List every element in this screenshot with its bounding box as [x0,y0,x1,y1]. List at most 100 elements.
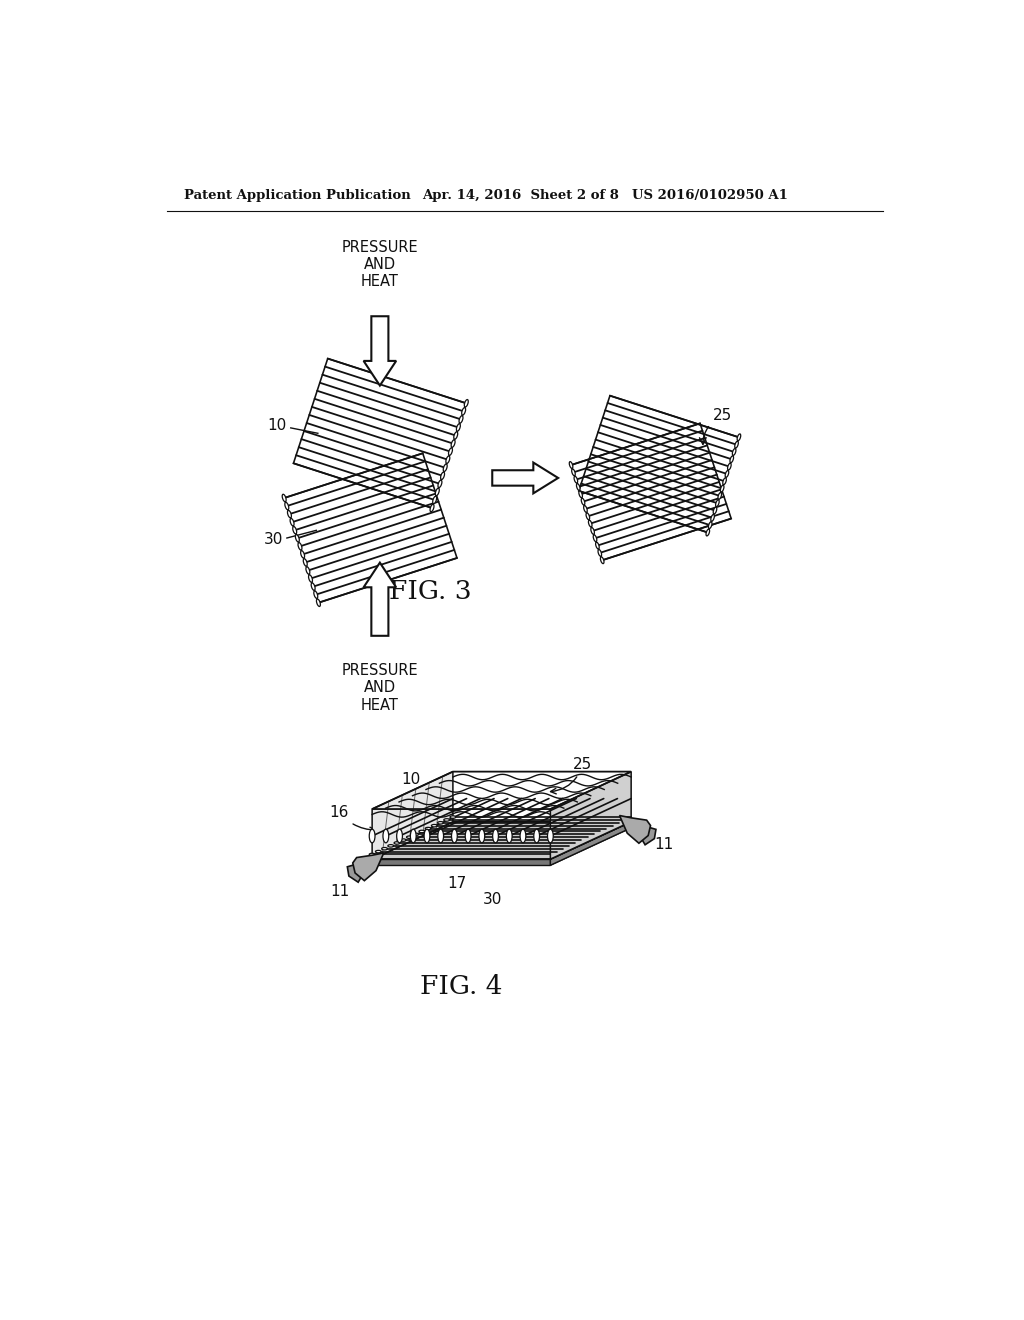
Text: 25: 25 [699,408,732,445]
Text: 30: 30 [482,891,502,907]
Ellipse shape [582,498,585,506]
Ellipse shape [593,535,597,541]
Ellipse shape [706,529,710,536]
Ellipse shape [419,830,425,833]
Text: 30: 30 [263,532,283,546]
Ellipse shape [407,836,413,838]
Ellipse shape [520,829,526,842]
Ellipse shape [445,455,450,463]
Ellipse shape [285,503,289,510]
Ellipse shape [711,515,715,521]
Ellipse shape [465,829,471,842]
Ellipse shape [721,486,724,492]
Ellipse shape [443,465,447,471]
Ellipse shape [400,840,407,841]
Ellipse shape [303,558,307,566]
Polygon shape [550,772,631,859]
Ellipse shape [735,441,738,447]
Ellipse shape [571,469,575,475]
Text: 10: 10 [267,418,287,433]
Ellipse shape [370,853,375,855]
Ellipse shape [430,504,434,512]
Ellipse shape [584,506,587,512]
Ellipse shape [589,520,592,527]
Polygon shape [352,853,384,880]
Ellipse shape [577,483,580,491]
Ellipse shape [452,440,455,447]
Ellipse shape [459,416,463,424]
Ellipse shape [370,829,375,842]
Ellipse shape [713,507,717,513]
Ellipse shape [306,566,310,574]
Ellipse shape [295,535,299,543]
Ellipse shape [596,543,599,549]
Ellipse shape [293,527,297,535]
Ellipse shape [598,549,601,556]
Text: PRESSURE
AND
HEAT: PRESSURE AND HEAT [342,663,418,713]
Polygon shape [372,772,453,859]
Polygon shape [493,462,558,494]
Ellipse shape [308,574,312,582]
Polygon shape [372,821,631,859]
Ellipse shape [725,470,729,478]
Ellipse shape [443,818,450,821]
Ellipse shape [464,400,468,407]
Ellipse shape [433,496,436,504]
Text: FIG. 4: FIG. 4 [420,974,503,999]
Ellipse shape [506,829,512,842]
Polygon shape [347,863,369,882]
Ellipse shape [313,591,317,598]
Ellipse shape [449,447,453,455]
Ellipse shape [388,845,393,847]
Ellipse shape [479,829,484,842]
Ellipse shape [413,833,419,836]
Ellipse shape [437,821,443,824]
Ellipse shape [298,543,302,550]
Text: Apr. 14, 2016  Sheet 2 of 8: Apr. 14, 2016 Sheet 2 of 8 [423,189,620,202]
Text: FIG. 3: FIG. 3 [389,578,472,603]
Ellipse shape [574,477,578,483]
Ellipse shape [425,828,431,830]
Ellipse shape [382,847,387,850]
Ellipse shape [288,511,292,517]
Ellipse shape [424,829,430,842]
Ellipse shape [600,557,604,564]
Ellipse shape [431,825,437,826]
Ellipse shape [737,434,740,441]
Text: 11: 11 [654,837,674,853]
Ellipse shape [462,408,466,414]
Ellipse shape [709,521,712,528]
Ellipse shape [376,850,381,853]
Polygon shape [620,816,650,843]
Ellipse shape [411,829,416,842]
Ellipse shape [290,519,294,525]
Ellipse shape [591,528,594,535]
Polygon shape [364,317,396,385]
Ellipse shape [440,473,444,479]
Polygon shape [635,825,656,845]
Text: 11: 11 [330,884,349,899]
Ellipse shape [457,424,461,432]
Ellipse shape [569,462,572,469]
Ellipse shape [438,480,442,487]
Ellipse shape [586,513,590,520]
Text: Patent Application Publication: Patent Application Publication [183,189,411,202]
Ellipse shape [723,478,726,484]
Text: 25: 25 [551,756,593,793]
Ellipse shape [316,599,321,606]
Ellipse shape [454,432,458,440]
Polygon shape [364,562,396,636]
Text: 10: 10 [401,772,421,805]
Text: US 2016/0102950 A1: US 2016/0102950 A1 [632,189,787,202]
Ellipse shape [396,829,402,842]
Text: 17: 17 [447,876,467,891]
Ellipse shape [730,455,733,463]
Ellipse shape [732,449,736,455]
Ellipse shape [311,583,315,590]
Ellipse shape [579,491,583,498]
Polygon shape [372,828,631,866]
Ellipse shape [394,842,400,845]
Ellipse shape [548,829,553,842]
Ellipse shape [452,829,458,842]
Ellipse shape [718,492,722,499]
